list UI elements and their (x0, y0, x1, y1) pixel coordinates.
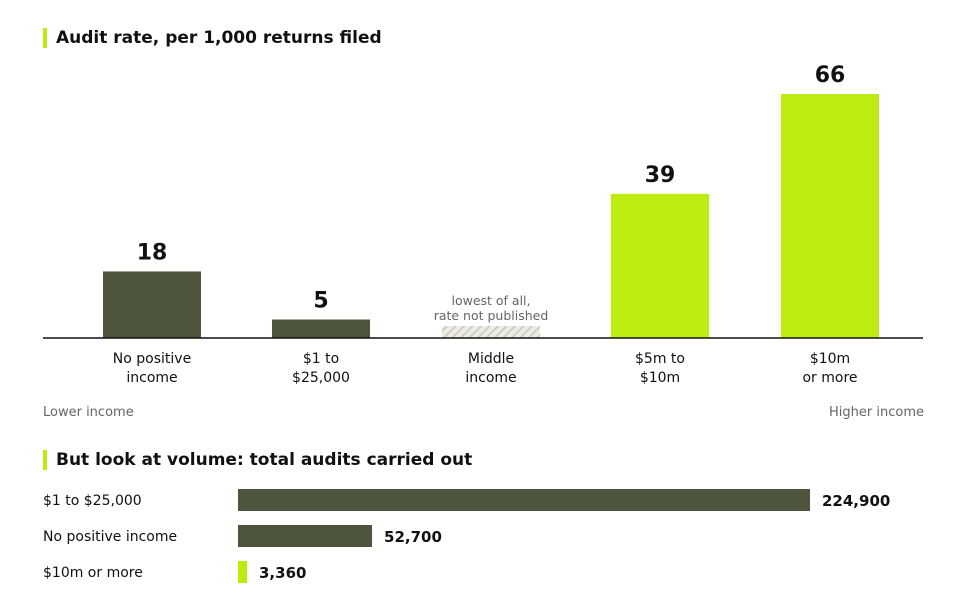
row-label-1: No positive income (43, 529, 177, 545)
category-label-1-line1: $1 to (303, 351, 339, 367)
bar-1 (272, 319, 370, 338)
bar-value-label-3: 39 (645, 163, 676, 188)
hbar-value-label-1: 52,700 (384, 528, 442, 546)
category-label-3-line1: $5m to (635, 351, 685, 367)
row-label-2: $10m or more (43, 565, 143, 581)
hbar-0 (238, 489, 810, 511)
axis-label-higher-income: Higher income (829, 405, 924, 420)
category-label-4-line2: or more (802, 370, 857, 386)
category-label-1-line2: $25,000 (292, 370, 350, 386)
bar-3 (611, 193, 709, 338)
bar-value-label-4: 66 (815, 63, 846, 88)
hbar-1 (238, 525, 373, 547)
bar-value-label-1: 5 (313, 289, 328, 314)
annotation-line-1: lowest of all, (451, 293, 530, 308)
bar-0 (103, 271, 201, 338)
bar-4 (781, 94, 879, 338)
annotation-line-2: rate not published (434, 308, 549, 323)
category-label-4-line1: $10m (810, 351, 850, 367)
category-label-0-line2: income (126, 370, 177, 386)
audit-rate-chart: 18 No positive income 5 $1 to $25,000 lowest o… (43, 63, 923, 386)
bar-value-label-0: 18 (137, 240, 168, 265)
bar-unpublished-2 (442, 326, 540, 338)
category-label-2-line2: income (465, 370, 516, 386)
axis-label-lower-income: Lower income (43, 405, 134, 420)
category-label-3-line2: $10m (640, 370, 680, 386)
chart-title-audit-rate: Audit rate, per 1,000 returns filed (43, 28, 382, 48)
category-label-0-line1: No positive (113, 351, 191, 367)
hbar-value-label-2: 3,360 (259, 564, 306, 582)
category-label-2-line1: Middle (468, 351, 514, 367)
hbar-2 (238, 561, 247, 583)
hbar-value-label-0: 224,900 (822, 492, 890, 510)
row-label-0: $1 to $25,000 (43, 493, 142, 509)
chart-title-audit-volume: But look at volume: total audits carried… (43, 450, 472, 470)
